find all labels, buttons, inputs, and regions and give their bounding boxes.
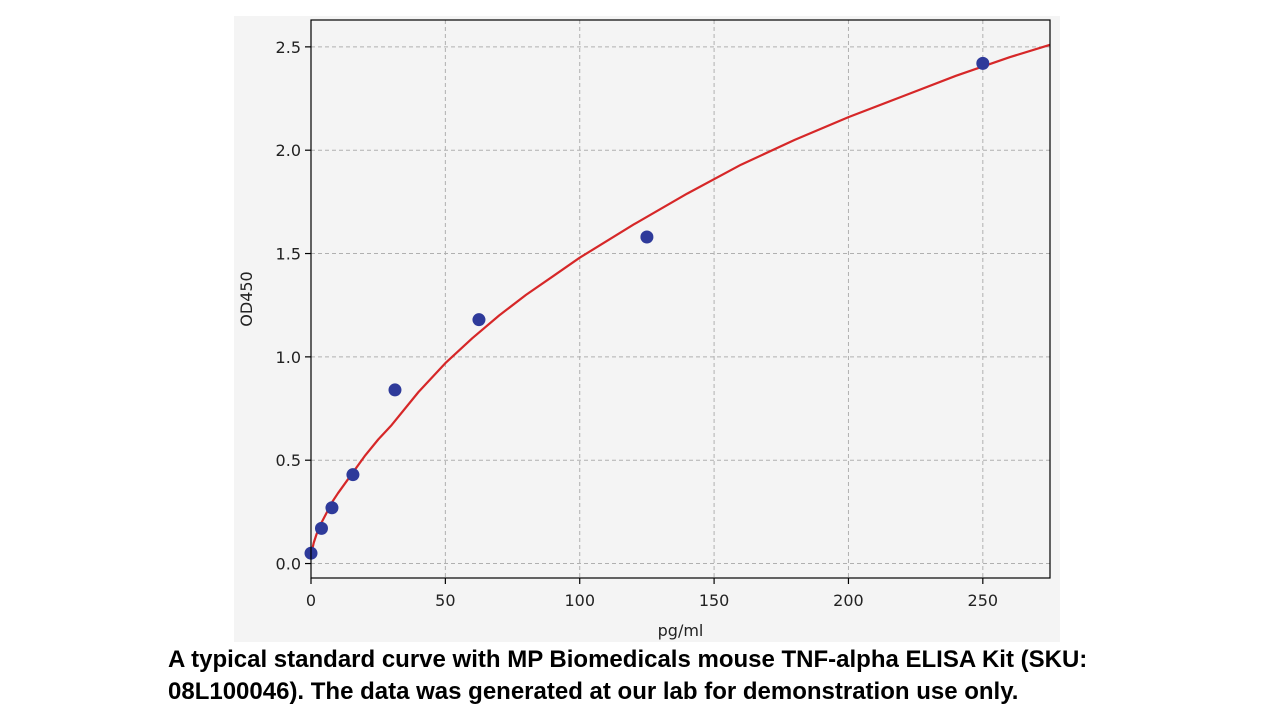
y-tick-label: 1.5: [276, 245, 301, 264]
data-points-layer: [304, 56, 990, 560]
data-point: [314, 521, 328, 535]
x-tick-label: 0: [306, 591, 316, 610]
figure-caption: A typical standard curve with MP Biomedi…: [168, 644, 1258, 708]
caption-line-2: 08L100046). The data was generated at ou…: [168, 678, 1019, 705]
figure-panel: 0 50 100 150 200 250 0.0 0.5 1.0 1.5 2.0 2.5 pg/ml …: [234, 16, 1060, 642]
plot-frame: [310, 19, 1051, 579]
y-tick-label: 1.0: [276, 348, 301, 367]
axis-ticks: 0 50 100 150 200 250 0.0 0.5 1.0 1.5 2.0 2.5: [276, 38, 999, 610]
x-tick-label: 50: [435, 591, 455, 610]
data-point: [346, 468, 360, 482]
x-axis-title: pg/ml: [658, 621, 704, 640]
y-tick-label: 2.0: [276, 141, 301, 160]
data-point: [472, 313, 486, 327]
data-point: [325, 501, 339, 515]
x-tick-label: 100: [564, 591, 595, 610]
y-tick-label: 0.0: [276, 555, 301, 574]
data-point: [976, 56, 990, 70]
x-tick-label: 200: [833, 591, 864, 610]
y-tick-label: 0.5: [276, 451, 301, 470]
data-point: [388, 383, 402, 397]
fit-curve-layer: [311, 43, 1050, 556]
fit-curve-line: [311, 43, 1050, 556]
y-axis-title: OD450: [237, 271, 256, 326]
x-tick-label: 250: [968, 591, 999, 610]
x-tick-label: 150: [699, 591, 730, 610]
caption-line-1: A typical standard curve with MP Biomedi…: [168, 646, 1088, 673]
y-tick-label: 2.5: [276, 38, 301, 57]
grid-lines: [310, 20, 1050, 578]
data-point: [640, 230, 654, 244]
